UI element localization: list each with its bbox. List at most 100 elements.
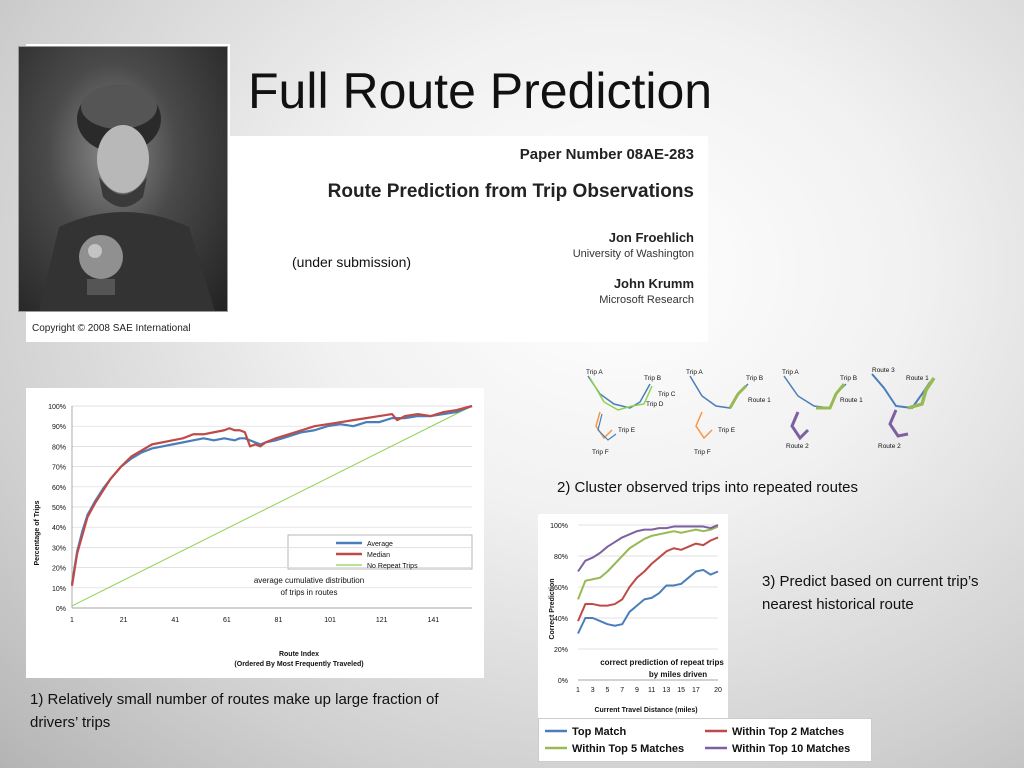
x-axis-label: Current Travel Distance (miles) — [594, 707, 697, 714]
legend-label: Within Top 5 Matches — [572, 743, 684, 755]
y-tick-label: 0% — [558, 678, 568, 685]
chart-annotation-line2: of trips in routes — [281, 588, 338, 597]
chart-legend — [287, 534, 473, 570]
diagram-label: Trip F — [592, 449, 609, 456]
x-tick-label: 20 — [714, 687, 722, 694]
caption-predict-route: 3) Predict based on current trip’s neare… — [762, 573, 979, 613]
diagram-label: Trip E — [618, 427, 636, 434]
fortune-teller-photo — [18, 46, 228, 312]
x-tick-label: 121 — [376, 617, 388, 624]
paper-card: Paper Number 08AE-283 Route Prediction f… — [228, 136, 708, 342]
x-tick-label: 9 — [635, 687, 639, 694]
y-tick-label: 10% — [52, 586, 66, 593]
legend-label: No Repeat Trips — [367, 563, 418, 570]
diagram-label: Route 1 — [840, 397, 863, 404]
y-tick-label: 80% — [554, 554, 568, 561]
y-tick-label: 70% — [52, 465, 66, 472]
diagram-label: Trip F — [694, 449, 711, 456]
diagram-label: Trip C — [658, 391, 676, 398]
chart-annotation-line2: by miles driven — [649, 670, 707, 679]
paper-title: Route Prediction from Trip Observations — [327, 181, 694, 202]
caption-cluster-trips: 2) Cluster observed trips into repeated … — [557, 479, 858, 496]
diagram-label: Trip D — [646, 401, 664, 408]
y-tick-label: 60% — [554, 585, 568, 592]
route-cluster-svg: Trip A Trip B Trip C Trip D Trip E Trip … — [586, 367, 936, 456]
diagram-label: Route 2 — [786, 443, 809, 450]
y-tick-label: 0% — [56, 606, 66, 613]
diagram-label: Trip B — [746, 375, 763, 382]
x-tick-label: 11 — [648, 687, 655, 694]
x-tick-label: 15 — [677, 687, 685, 694]
diagram-label: Trip A — [782, 369, 799, 376]
chart-annotation-line1: correct prediction of repeat trips — [600, 658, 724, 667]
y-axis-label: Percentage of Trips — [34, 500, 41, 565]
x-tick-label: 5 — [606, 687, 610, 694]
chart-annotation-line1: average cumulative distribution — [254, 576, 364, 585]
legend-label: Average — [367, 541, 393, 548]
diagram-label: Route 2 — [878, 443, 901, 450]
under-submission-note: (under submission) — [292, 254, 412, 270]
series-line-top-match — [577, 568, 719, 634]
y-axis-label: Correct Prediction — [549, 578, 556, 639]
x-tick-label: 101 — [324, 617, 336, 624]
final-routes-panel: Route 3 Route 1 Route 2 — [871, 367, 936, 450]
series-line-within-top-10-matches — [577, 524, 719, 573]
y-tick-label: 50% — [52, 505, 66, 512]
series-line-no-repeat-trips — [71, 405, 473, 607]
x-tick-label: 81 — [275, 617, 283, 624]
series-line-median — [70, 404, 473, 586]
fortune-teller-illustration — [39, 85, 215, 311]
partial-cluster-panel: Trip A Trip B Route 1 Trip E Trip F — [686, 369, 771, 456]
x-axis-label-line2: (Ordered By Most Frequently Traveled) — [234, 661, 363, 668]
y-tick-label: 60% — [52, 485, 66, 492]
copyright-text: Copyright © 2008 SAE International — [32, 323, 191, 334]
series-line-within-top-2-matches — [577, 536, 719, 622]
y-tick-label: 80% — [52, 444, 66, 451]
prediction-chart-legend: Top Match Within Top 2 Matches Within Top … — [538, 718, 872, 762]
y-tick-label: 90% — [52, 424, 66, 431]
diagram-label: Route 1 — [748, 397, 771, 404]
prediction-accuracy-chart: Correct Prediction Current Travel Distan… — [549, 523, 724, 714]
y-tick-label: 40% — [52, 525, 66, 532]
prediction-legend-svg: Top Match Within Top 2 Matches Within Top … — [545, 726, 850, 755]
x-tick-label: 141 — [427, 617, 439, 624]
prediction-accuracy-chart-panel: Correct Prediction Current Travel Distan… — [538, 514, 728, 718]
cumulative-distribution-chart-panel: Percentage of Trips Route Index (Ordered… — [26, 388, 484, 678]
y-tick-label: 40% — [554, 616, 568, 623]
author-name: Jon Froehlich — [608, 230, 694, 245]
y-tick-label: 30% — [52, 545, 66, 552]
x-tick-label: 7 — [620, 687, 624, 694]
series-line-within-top-5-matches — [577, 525, 719, 600]
y-tick-label: 20% — [554, 647, 568, 654]
author-affiliation: Microsoft Research — [599, 294, 694, 306]
diagram-label: Trip B — [840, 375, 857, 382]
diagram-label: Trip A — [686, 369, 703, 376]
x-tick-label: 61 — [223, 617, 231, 624]
x-axis-label-line1: Route Index — [279, 651, 319, 658]
x-tick-label: 21 — [120, 617, 128, 624]
author-affiliation: University of Washington — [572, 248, 694, 260]
x-tick-label: 17 — [692, 687, 700, 694]
slide-title: Full Route Prediction — [248, 63, 713, 119]
diagram-label: Route 1 — [906, 375, 929, 382]
clustered-routes-panel: Trip A Trip B Route 1 Route 2 — [782, 369, 863, 450]
legend-label: Top Match — [572, 726, 626, 738]
x-tick-label: 1 — [70, 617, 74, 624]
y-tick-label: 20% — [52, 566, 66, 573]
diagram-label: Trip B — [644, 375, 661, 382]
diagram-label: Trip E — [718, 427, 736, 434]
raw-trips-panel: Trip A Trip B Trip C Trip D Trip E Trip … — [586, 369, 676, 456]
y-tick-label: 100% — [48, 404, 66, 411]
legend-label: Within Top 2 Matches — [732, 726, 844, 738]
author-name: John Krumm — [613, 276, 694, 291]
x-tick-label: 41 — [171, 617, 179, 624]
route-cluster-diagram: Trip A Trip B Trip C Trip D Trip E Trip … — [578, 364, 946, 456]
x-tick-label: 3 — [591, 687, 595, 694]
diagram-label: Route 3 — [872, 367, 895, 374]
x-tick-label: 1 — [576, 687, 580, 694]
diagram-label: Trip A — [586, 369, 603, 376]
x-tick-label: 13 — [663, 687, 671, 694]
paper-number: Paper Number 08AE-283 — [519, 146, 694, 163]
y-tick-label: 100% — [550, 523, 568, 530]
caption-routes-fraction: 1) Relatively small number of routes mak… — [30, 691, 439, 731]
